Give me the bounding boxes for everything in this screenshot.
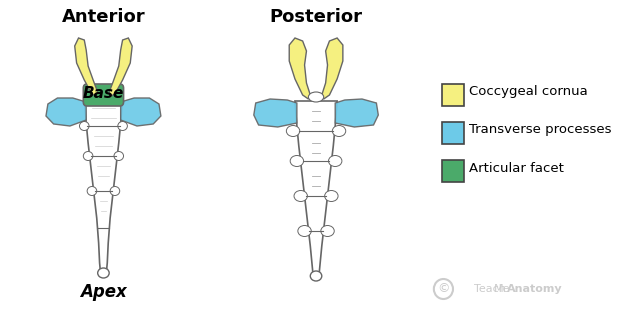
Text: Anatomy: Anatomy bbox=[507, 284, 562, 294]
Ellipse shape bbox=[79, 121, 89, 131]
Text: Apex: Apex bbox=[80, 283, 127, 301]
Ellipse shape bbox=[114, 151, 123, 161]
Ellipse shape bbox=[286, 125, 300, 137]
Ellipse shape bbox=[298, 226, 311, 236]
Ellipse shape bbox=[332, 125, 346, 137]
Ellipse shape bbox=[87, 186, 96, 196]
Polygon shape bbox=[84, 98, 123, 273]
Ellipse shape bbox=[290, 155, 304, 167]
Polygon shape bbox=[109, 38, 132, 96]
Ellipse shape bbox=[118, 121, 127, 131]
Polygon shape bbox=[121, 98, 161, 126]
Polygon shape bbox=[335, 99, 378, 127]
Polygon shape bbox=[295, 101, 337, 276]
Polygon shape bbox=[289, 38, 311, 99]
Ellipse shape bbox=[110, 186, 119, 196]
Ellipse shape bbox=[328, 155, 342, 167]
Ellipse shape bbox=[311, 271, 322, 281]
Text: Articular facet: Articular facet bbox=[469, 161, 564, 174]
Text: Coccygeal cornua: Coccygeal cornua bbox=[469, 86, 588, 99]
FancyBboxPatch shape bbox=[442, 122, 463, 144]
Polygon shape bbox=[322, 38, 343, 99]
Ellipse shape bbox=[325, 191, 338, 202]
Text: Transverse processes: Transverse processes bbox=[469, 124, 612, 137]
Text: ©: © bbox=[437, 283, 450, 295]
Text: Teach: Teach bbox=[474, 284, 506, 294]
FancyBboxPatch shape bbox=[442, 84, 463, 106]
FancyBboxPatch shape bbox=[442, 160, 463, 182]
Polygon shape bbox=[254, 99, 297, 127]
Text: Posterior: Posterior bbox=[270, 8, 362, 26]
Polygon shape bbox=[75, 38, 98, 96]
Polygon shape bbox=[46, 98, 86, 126]
Ellipse shape bbox=[98, 268, 109, 278]
Ellipse shape bbox=[321, 226, 334, 236]
Text: Base: Base bbox=[82, 86, 124, 100]
Text: Me: Me bbox=[494, 284, 511, 294]
Ellipse shape bbox=[294, 191, 307, 202]
Ellipse shape bbox=[83, 151, 93, 161]
FancyBboxPatch shape bbox=[83, 84, 123, 106]
Ellipse shape bbox=[309, 92, 324, 102]
Text: Anterior: Anterior bbox=[61, 8, 145, 26]
